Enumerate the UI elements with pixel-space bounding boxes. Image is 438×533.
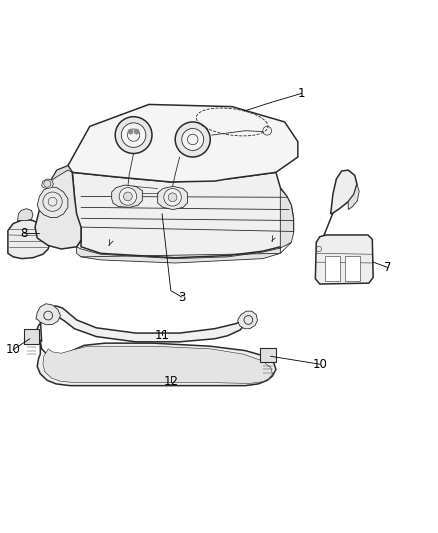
Polygon shape [35,166,81,249]
Circle shape [124,192,132,201]
Circle shape [121,123,146,147]
Circle shape [134,129,139,134]
Polygon shape [18,209,33,221]
Polygon shape [72,172,293,258]
Polygon shape [112,185,142,207]
Circle shape [128,129,133,134]
Polygon shape [37,187,68,217]
Polygon shape [158,187,187,209]
Circle shape [182,128,204,150]
Polygon shape [68,104,298,182]
Text: 1: 1 [297,87,305,100]
Circle shape [115,117,152,154]
Text: 8: 8 [21,227,28,240]
Polygon shape [36,304,60,325]
Polygon shape [315,235,373,284]
Polygon shape [42,179,53,189]
Polygon shape [77,189,293,263]
Polygon shape [8,219,50,259]
Polygon shape [43,346,272,383]
Text: 11: 11 [155,329,170,342]
Bar [345,256,360,280]
Circle shape [175,122,210,157]
Polygon shape [36,306,245,342]
Text: 3: 3 [178,290,185,304]
Circle shape [168,193,177,201]
Bar [325,256,340,280]
Polygon shape [50,166,72,181]
Text: 10: 10 [6,343,21,356]
Text: 12: 12 [163,375,178,388]
Polygon shape [238,311,258,329]
Polygon shape [331,170,357,214]
Text: 7: 7 [384,261,392,274]
Circle shape [164,189,181,206]
Bar [260,348,276,362]
Polygon shape [348,184,359,209]
Circle shape [119,188,137,205]
Text: 10: 10 [312,358,327,370]
Bar [24,329,39,344]
Polygon shape [37,342,276,386]
